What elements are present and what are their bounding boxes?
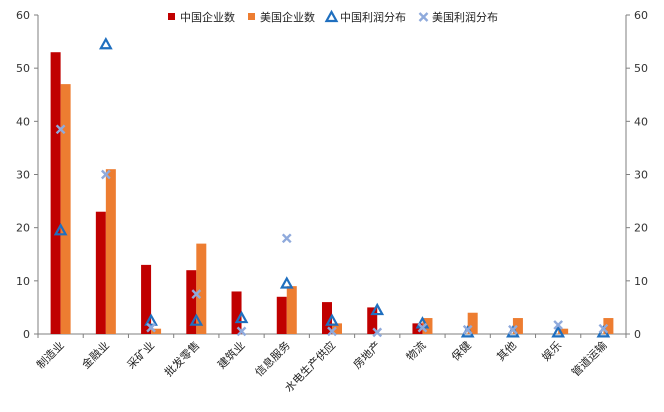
legend-swatch-0 [168,13,175,20]
x-tick-label-4: 建筑业 [214,338,247,371]
marker-2-11 [551,325,566,338]
bar-1-10 [512,318,523,334]
x-tick-label-0: 制造业 [34,338,67,371]
legend-swatch-2 [324,9,339,23]
y-tick-label-left: 20 [16,222,30,235]
bar-1-3 [196,243,207,334]
marker-2-4 [234,310,249,324]
marker-3-3 [191,289,202,299]
x-tick-label-9: 保健 [448,338,473,363]
marker-3-5 [281,233,292,244]
y-tick-label-left: 30 [16,169,30,182]
marker-3-9 [462,324,473,335]
bar-0-4 [231,291,242,334]
marker-2-5 [279,276,294,289]
x-tick-label-5: 信息服务 [252,338,293,379]
x-tick-label-3: 批发零售 [161,338,202,379]
y-tick-label-left: 10 [16,275,30,288]
marker-3-2 [146,322,156,333]
x-tick-label-12: 管道运输 [568,338,609,379]
y-tick-label-right: 0 [634,328,641,341]
marker-2-7 [370,302,385,316]
marker-3-10 [508,324,518,335]
y-tick-label-left: 50 [16,62,30,75]
x-tick-label-7: 房地产 [350,338,383,371]
legend-swatch-1 [248,13,255,20]
legend-label-2: 中国利润分布 [340,10,406,24]
bar-1-9 [467,312,478,334]
legend: 中国企业数 美国企业数 中国利润分布 美国利润分布 [168,9,498,24]
marker-3-6 [327,326,337,337]
markers [53,36,611,338]
bar-1-6 [332,323,342,334]
marker-2-0 [53,223,68,236]
y-tick-label-right: 40 [634,115,648,128]
marker-3-7 [372,327,383,338]
marker-3-8 [417,322,428,333]
x-tick-label-1: 金融业 [79,338,112,371]
x-tick-label-10: 其他 [494,339,519,364]
bar-1-2 [151,328,162,334]
bar-1-11 [558,328,569,334]
y-tick-label-left: 0 [23,328,30,341]
y-tick-label-right: 20 [634,222,648,235]
bar-0-6 [322,302,332,334]
bar-0-8 [412,323,423,334]
bar-0-0 [50,52,61,334]
y-tick-label-right: 10 [634,275,648,288]
x-tick-label-2: 采矿业 [125,339,158,372]
bar-1-12 [603,318,614,334]
marker-3-0 [55,124,66,135]
legend-label-1: 美国企业数 [260,10,315,24]
marker-2-3 [189,313,204,326]
y-tick-label-right: 30 [634,169,648,182]
legend-label-3: 美国利润分布 [432,10,498,24]
marker-3-11 [553,320,564,330]
y-tick-label-right: 60 [634,9,648,22]
bar-0-3 [186,270,197,334]
marker-3-12 [598,323,609,334]
marker-2-2 [144,313,158,326]
marker-3-1 [100,169,111,180]
bar-1-1 [105,169,116,334]
bar-0-1 [95,211,106,334]
y-tick-label-left: 40 [16,115,30,128]
legend-label-0: 中国企业数 [180,10,235,24]
y-tick-label-right: 50 [634,62,648,75]
legend-swatch-3 [418,12,429,22]
bar-1-0 [60,84,71,334]
bar-0-2 [141,264,152,334]
bar-1-5 [286,286,297,334]
bars [50,52,614,334]
bar-0-7 [367,307,378,334]
marker-3-4 [236,326,247,337]
y-tick-label-left: 60 [16,9,30,22]
x-tick-label-8: 物流 [403,338,428,363]
marker-2-6 [325,313,339,326]
bar-0-5 [276,296,287,334]
x-tick-label-11: 娱乐 [539,338,564,363]
marker-2-1 [98,36,113,50]
